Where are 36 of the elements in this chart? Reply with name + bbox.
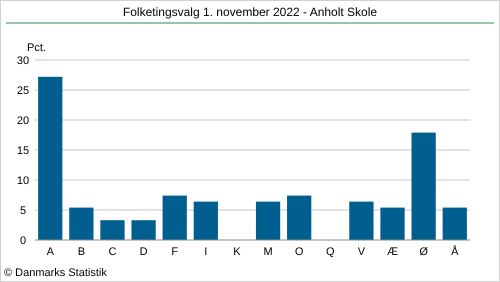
y-tick-label: 5 [20,205,26,217]
bar [69,208,94,240]
y-tick-label: 30 [16,55,30,67]
y-tick-label: 10 [16,175,30,187]
chart-title: Folketingsvalg 1. november 2022 - Anholt Skole [122,5,378,19]
x-tick-label: B [78,246,86,258]
y-tick-label: 20 [16,115,30,127]
y-tick-label: 0 [20,235,26,247]
text: © Danmarks Statistik [4,267,108,279]
bar [100,220,125,240]
x-tick-label: Ø [419,246,428,258]
bar [412,132,436,240]
x-tick-label: I [204,246,208,258]
y-tick-label: 15 [16,145,30,157]
bar [38,76,62,240]
x-tick-label: Å [451,245,460,258]
bar [256,202,280,240]
x-tick-label: Q [326,246,336,258]
x-tick-label: O [294,246,304,258]
bar [380,208,405,240]
y-axis-title: Pct. [27,42,46,54]
bar [162,196,187,240]
x-tick-label: A [46,246,55,258]
x-tick-label: F [171,246,178,258]
x-tick-label: Æ [387,246,398,258]
bar [194,202,218,240]
bar [442,208,467,240]
x-tick-label: V [358,246,366,258]
x-tick-label: C [108,246,116,258]
bar [349,202,374,240]
bar [131,220,156,240]
x-tick-label: K [233,246,242,258]
x-tick-label: M [263,246,273,258]
y-tick-label: 25 [16,85,30,97]
bar [287,196,312,240]
x-tick-label: D [140,246,148,258]
